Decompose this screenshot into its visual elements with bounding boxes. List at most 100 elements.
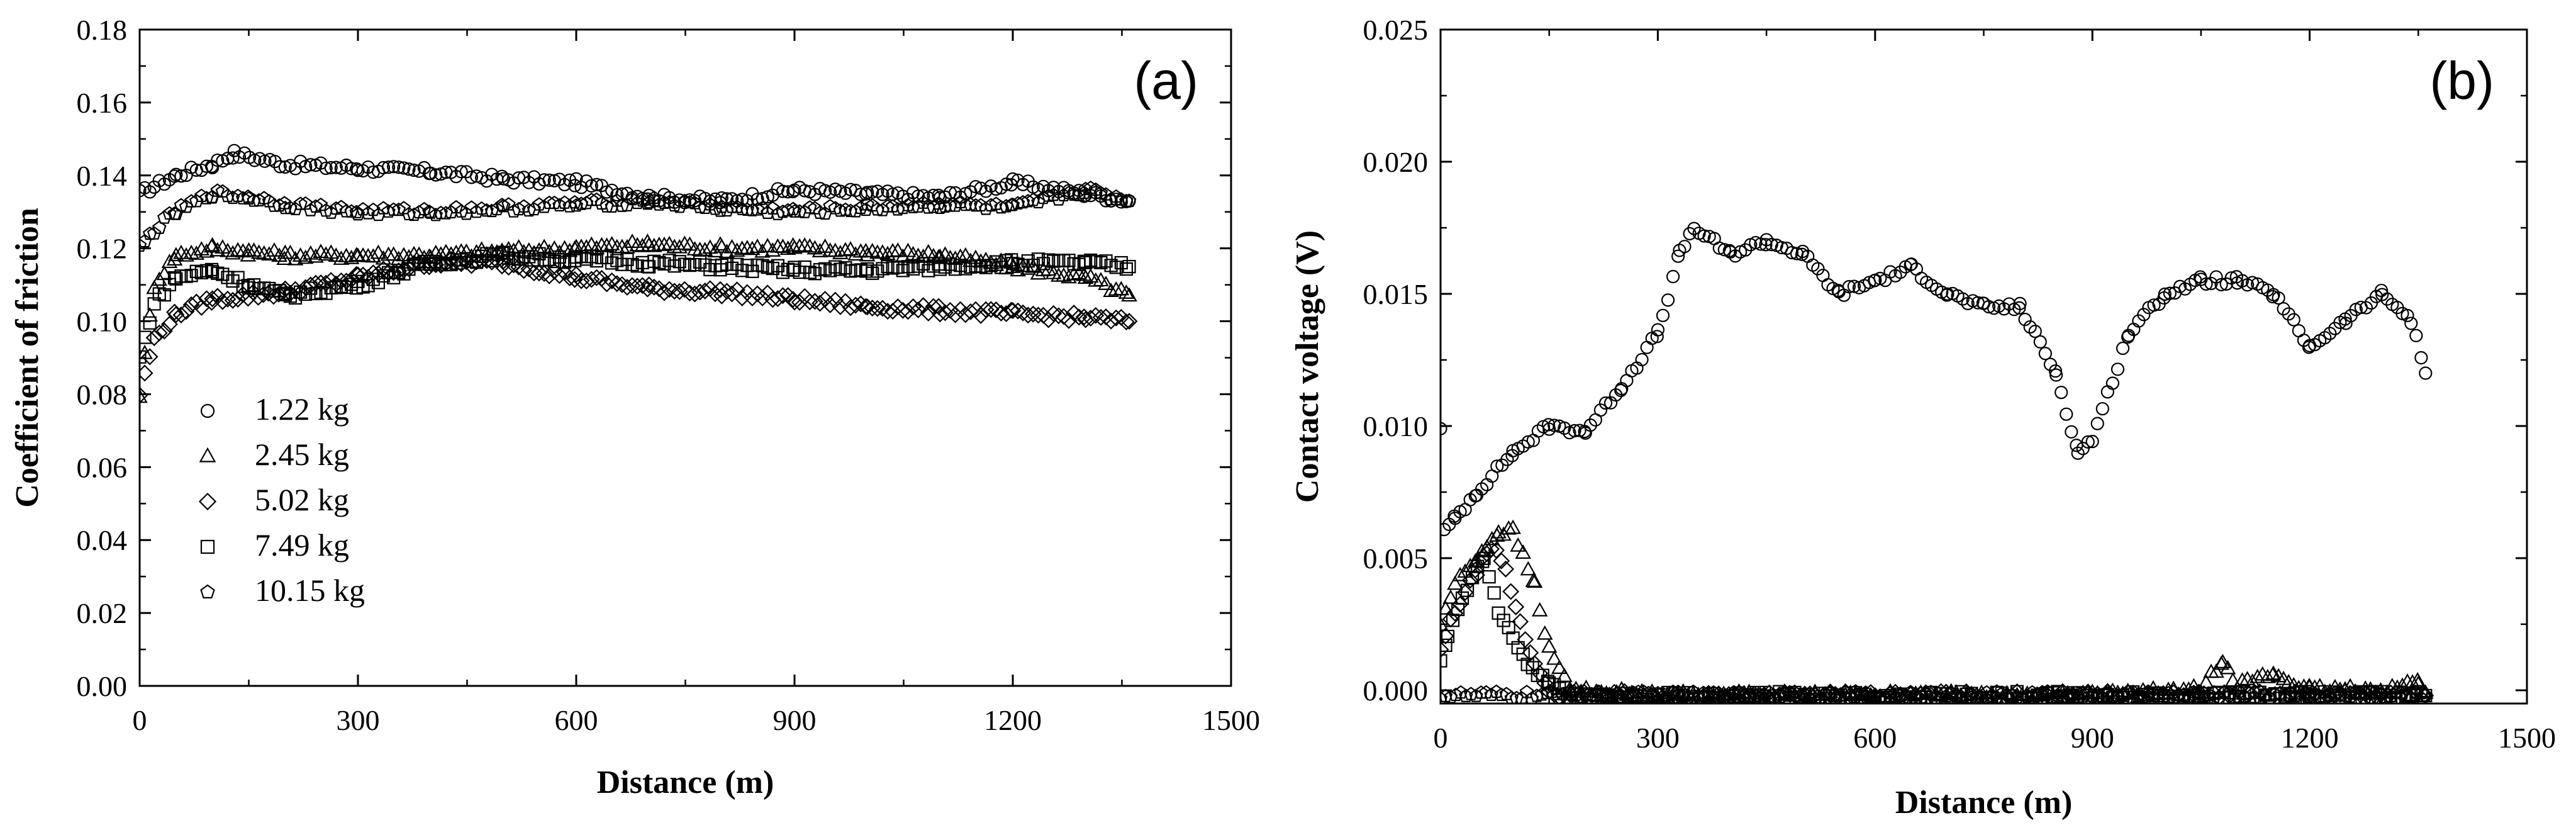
data-point [312, 274, 330, 291]
data-point [900, 303, 917, 320]
data-point [781, 185, 795, 199]
data-point [2040, 684, 2055, 698]
data-point [1941, 287, 1954, 301]
data-point [1982, 300, 1996, 314]
data-point [369, 265, 387, 283]
data-point [803, 200, 817, 214]
series-5-02-kg [140, 250, 1138, 404]
data-point [2110, 362, 2125, 376]
data-point [1956, 292, 1970, 306]
data-point [936, 304, 954, 322]
data-point [2035, 685, 2049, 698]
data-point [145, 329, 163, 347]
data-point [806, 293, 823, 310]
data-point [496, 199, 511, 213]
data-point [1031, 252, 1045, 266]
data-point [2116, 341, 2130, 356]
data-point [2000, 690, 2014, 704]
data-point [552, 198, 567, 211]
data-point [147, 226, 162, 240]
data-point [230, 242, 246, 257]
data-point [784, 291, 802, 308]
data-point [273, 160, 287, 174]
data-point [1483, 530, 1500, 546]
data-point [718, 244, 735, 259]
data-point [642, 194, 656, 209]
data-point [278, 288, 292, 301]
data-point [169, 167, 183, 181]
data-point [915, 297, 932, 315]
data-point [834, 262, 847, 276]
data-point [1531, 602, 1548, 617]
data-point [141, 348, 159, 366]
data-point [2208, 663, 2224, 678]
data-point [1818, 686, 1832, 700]
data-point [1868, 688, 1883, 702]
data-point [1765, 238, 1778, 252]
data-point [754, 289, 771, 306]
data-point [645, 237, 662, 252]
data-point [681, 236, 698, 251]
legend-marker [198, 492, 217, 511]
x-tick-label: 1200 [984, 704, 1042, 736]
series-2-45-kg [1441, 519, 2434, 704]
data-point [2100, 385, 2114, 399]
data-point [179, 269, 193, 283]
legend-marker [199, 447, 216, 463]
chart-panel-2: 0 300 600 900 1200 1500 0.000 0.005 0.010 0.015 0.… [1290, 14, 2556, 821]
y-axis-title: Coefficient of friction [9, 208, 45, 508]
data-point [848, 204, 863, 218]
data-point [749, 238, 766, 253]
data-point [188, 245, 205, 260]
data-point [589, 177, 603, 191]
data-point [1451, 595, 1469, 613]
data-point [152, 287, 166, 301]
data-point [204, 237, 221, 252]
data-point [495, 169, 509, 183]
data-point [943, 257, 957, 271]
data-point [2272, 291, 2285, 305]
data-point [1077, 185, 1091, 199]
data-point [1107, 309, 1125, 327]
data-point [876, 262, 889, 276]
data-point [562, 199, 577, 213]
data-point [847, 296, 864, 314]
data-point [172, 306, 190, 323]
data-point [160, 315, 178, 333]
data-point [676, 281, 693, 298]
data-point [2055, 385, 2068, 400]
data-point [1482, 570, 1496, 584]
x-tick-label: 300 [337, 704, 380, 736]
data-point [189, 264, 203, 278]
data-point [984, 198, 998, 212]
data-point [1103, 283, 1119, 298]
data-point [647, 254, 661, 268]
data-point [2018, 313, 2032, 327]
data-point [788, 261, 801, 274]
data-point [356, 280, 370, 294]
data-point [1772, 689, 1787, 704]
data-point [1626, 685, 1641, 699]
data-point [1598, 396, 1613, 410]
data-point [1593, 403, 1608, 417]
data-point [329, 160, 343, 174]
data-point [818, 262, 832, 276]
data-point [469, 204, 484, 218]
data-point [2219, 659, 2236, 675]
data-point [542, 195, 557, 210]
data-point [640, 237, 657, 252]
data-point [735, 201, 749, 216]
data-point [568, 179, 582, 193]
data-point [162, 206, 177, 220]
legend-marker [200, 584, 215, 598]
y-tick-label: 0.16 [77, 87, 128, 119]
data-point [489, 201, 505, 216]
data-point [1510, 537, 1526, 552]
data-point [567, 195, 582, 209]
data-point [1109, 261, 1123, 274]
data-point [906, 262, 920, 276]
data-point [735, 193, 749, 206]
data-point [224, 291, 242, 309]
data-point [236, 191, 250, 205]
data-point [387, 160, 401, 174]
